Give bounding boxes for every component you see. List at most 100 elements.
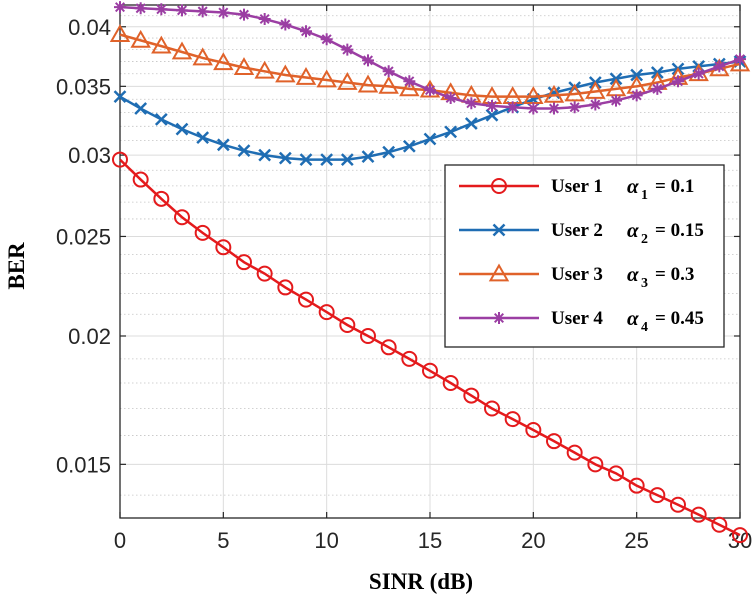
data-point-marker xyxy=(734,53,746,66)
legend-alpha-value: = 0.3 xyxy=(655,264,694,285)
data-point-marker xyxy=(423,132,437,146)
data-point-marker xyxy=(382,145,396,159)
y-tick-label: 0.015 xyxy=(56,452,111,477)
data-point-marker xyxy=(300,25,312,38)
data-point-marker xyxy=(360,327,376,344)
data-point-marker xyxy=(340,153,354,166)
data-point-marker xyxy=(566,444,583,461)
y-axis-label: BER xyxy=(4,242,29,290)
legend-marker xyxy=(493,312,505,324)
legend-alpha-value: = 0.1 xyxy=(655,176,694,197)
data-point-marker xyxy=(154,113,168,126)
series-user-1 xyxy=(112,151,748,544)
data-point-marker xyxy=(630,68,644,82)
legend-label: User 1 xyxy=(551,176,603,197)
data-point-marker xyxy=(424,84,436,97)
legend-label: User 4 xyxy=(551,308,603,329)
legend-alpha-value: = 0.15 xyxy=(655,220,704,241)
data-point-marker xyxy=(399,78,420,97)
data-point-marker xyxy=(196,131,210,144)
data-point-marker xyxy=(465,97,478,110)
legend-box xyxy=(444,164,725,348)
data-point-marker xyxy=(215,239,232,256)
x-tick-label: 25 xyxy=(624,528,648,553)
y-tick-label: 0.04 xyxy=(68,15,111,40)
data-point-marker xyxy=(485,108,499,122)
data-point-marker xyxy=(277,279,294,296)
data-point-marker xyxy=(318,304,335,321)
data-point-marker xyxy=(295,66,317,85)
data-point-marker xyxy=(589,98,602,111)
x-tick-label: 0 xyxy=(114,528,126,553)
legend-item-1: User 1 α 1 = 0.1 xyxy=(459,174,694,203)
series-user-4 xyxy=(114,1,746,115)
data-point-marker xyxy=(112,151,128,168)
data-point-marker xyxy=(382,65,395,78)
data-point-marker xyxy=(587,456,604,473)
data-point-marker xyxy=(692,67,705,80)
series-user-3 xyxy=(109,24,751,105)
data-point-marker xyxy=(174,209,190,226)
legend-alpha-index: 3 xyxy=(641,276,648,291)
data-point-marker xyxy=(564,83,585,102)
data-point-marker xyxy=(403,75,416,88)
legend-alpha-value: = 0.45 xyxy=(655,308,704,329)
data-point-marker xyxy=(194,224,211,241)
data-point-marker xyxy=(357,74,379,93)
data-point-marker xyxy=(258,13,271,26)
data-point-marker xyxy=(134,102,148,115)
y-tick-label: 0.02 xyxy=(68,324,111,349)
x-tick-label: 5 xyxy=(217,528,229,553)
legend-alpha-symbol: α xyxy=(627,306,639,330)
data-point-marker xyxy=(341,43,354,56)
legend-alpha-index: 1 xyxy=(641,188,648,203)
legend-marker xyxy=(491,178,507,194)
data-point-marker xyxy=(442,374,459,391)
data-point-marker xyxy=(444,125,458,139)
data-point-marker xyxy=(362,54,374,67)
data-point-marker xyxy=(732,527,748,544)
data-point-marker xyxy=(546,433,562,450)
y-tick-labels: 0.015 0.02 0.025 0.03 0.035 0.04 xyxy=(56,15,111,478)
data-point-marker xyxy=(504,411,521,428)
data-point-marker xyxy=(543,84,565,103)
legend-item-3: User 3 α 3 = 0.3 xyxy=(459,262,694,291)
data-point-marker xyxy=(649,487,666,504)
y-tick-label: 0.035 xyxy=(56,74,111,99)
data-point-marker xyxy=(401,350,418,367)
data-point-marker xyxy=(176,4,188,17)
data-point-marker xyxy=(233,57,255,75)
data-point-marker xyxy=(651,82,664,95)
data-point-marker xyxy=(153,190,170,207)
x-tick-labels: 0 5 10 15 20 25 30 xyxy=(114,528,752,553)
data-point-marker xyxy=(216,138,230,152)
data-point-marker xyxy=(238,8,250,21)
data-point-marker xyxy=(690,506,707,523)
x-tick-label: 20 xyxy=(521,528,545,553)
data-point-marker xyxy=(171,41,193,60)
data-point-marker xyxy=(256,265,273,282)
data-point-marker xyxy=(713,60,726,73)
x-tick-label: 15 xyxy=(418,528,442,553)
legend-marker xyxy=(492,223,506,237)
data-point-marker xyxy=(298,291,314,308)
legend-alpha-symbol: α xyxy=(627,262,639,286)
data-point-marker xyxy=(444,91,457,104)
data-point-marker xyxy=(192,47,213,66)
data-point-marker xyxy=(585,80,606,99)
data-point-marker xyxy=(320,33,333,46)
series-layer xyxy=(109,1,751,544)
legend-marker xyxy=(488,263,510,282)
legend-alpha-symbol: α xyxy=(627,174,639,198)
data-point-marker xyxy=(380,339,397,356)
y-tick-label: 0.025 xyxy=(56,224,111,249)
x-axis-label: SINR (dB) xyxy=(369,569,473,594)
data-point-marker xyxy=(486,99,498,112)
data-point-marker xyxy=(320,153,334,166)
data-point-marker xyxy=(628,477,645,494)
data-point-marker xyxy=(130,29,151,48)
y-tick-label: 0.03 xyxy=(68,143,111,168)
data-point-marker xyxy=(113,90,127,104)
legend-alpha-index: 4 xyxy=(641,320,648,335)
